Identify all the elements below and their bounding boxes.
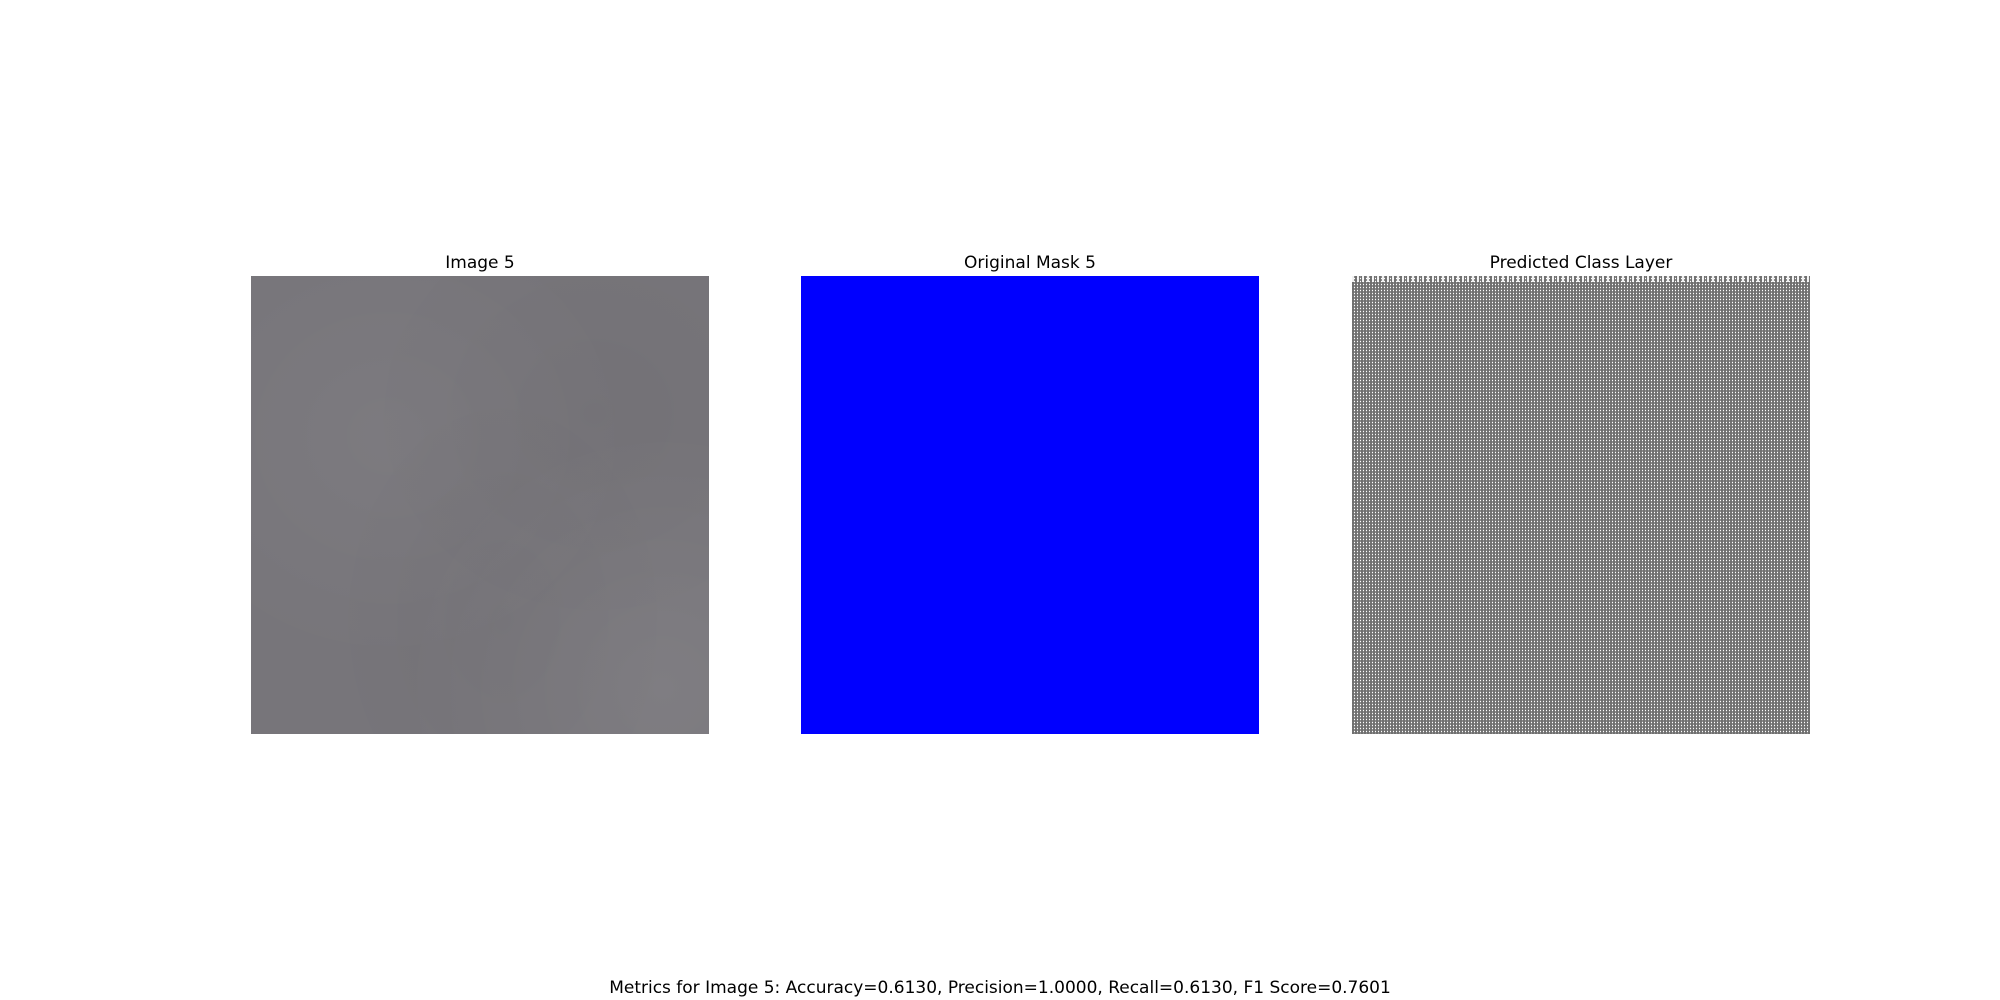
metrics-caption: Metrics for Image 5: Accuracy=0.6130, Pr…	[609, 978, 1391, 998]
original-mask-title: Original Mask 5	[964, 253, 1096, 273]
original-mask-panel: Original Mask 5	[801, 253, 1259, 734]
predicted-class-edge-noise	[1352, 276, 1810, 282]
predicted-class-panel: Predicted Class Layer	[1352, 253, 1810, 734]
input-image	[251, 276, 709, 734]
predicted-class-title: Predicted Class Layer	[1489, 253, 1673, 273]
original-mask-image	[801, 276, 1259, 734]
predicted-class-image	[1352, 276, 1810, 734]
input-image-title: Image 5	[445, 253, 515, 273]
input-image-panel: Image 5	[251, 253, 709, 734]
